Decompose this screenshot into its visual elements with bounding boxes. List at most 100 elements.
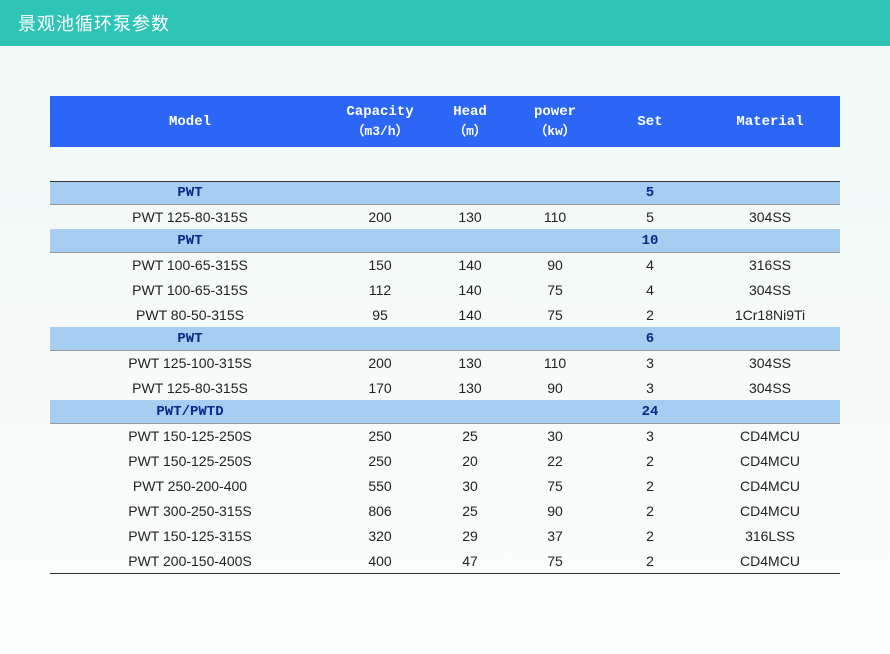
cell-set: 2	[600, 473, 700, 498]
group-name: PWT	[50, 229, 330, 252]
cell-set: 3	[600, 350, 700, 375]
cell-power: 30	[510, 423, 600, 448]
cell-capacity: 150	[330, 252, 430, 277]
cell-set: 4	[600, 277, 700, 302]
cell-model: PWT 150-125-250S	[50, 448, 330, 473]
cell-model: PWT 200-150-400S	[50, 548, 330, 573]
cell-head: 25	[430, 498, 510, 523]
group-set-total: 5	[600, 181, 700, 204]
table-row: PWT 300-250-315S80625902CD4MCU	[50, 498, 840, 523]
group-set-total: 10	[600, 229, 700, 252]
spacer-row	[50, 147, 840, 181]
cell-model: PWT 125-80-315S	[50, 204, 330, 229]
cell-material: 316SS	[700, 252, 840, 277]
cell-model: PWT 100-65-315S	[50, 277, 330, 302]
cell-head: 130	[430, 375, 510, 400]
col-header-capacity-unit: （m3/h）	[334, 120, 426, 139]
cell-power: 110	[510, 350, 600, 375]
cell-material: CD4MCU	[700, 423, 840, 448]
table-container: Model Capacity （m3/h） Head （m） power （kw…	[0, 46, 890, 574]
cell-material: CD4MCU	[700, 498, 840, 523]
table-body: PWT5PWT 125-80-315S2001301105304SSPWT10P…	[50, 147, 840, 573]
table-row: PWT 100-65-315S112140754304SS	[50, 277, 840, 302]
cell-capacity: 95	[330, 302, 430, 327]
col-header-material-label: Material	[736, 114, 803, 130]
table-row: PWT 100-65-315S150140904316SS	[50, 252, 840, 277]
cell-capacity: 250	[330, 448, 430, 473]
cell-set: 2	[600, 448, 700, 473]
cell-set: 2	[600, 548, 700, 573]
cell-capacity: 112	[330, 277, 430, 302]
cell-capacity: 200	[330, 204, 430, 229]
cell-model: PWT 150-125-315S	[50, 523, 330, 548]
cell-model: PWT 80-50-315S	[50, 302, 330, 327]
cell-model: PWT 125-80-315S	[50, 375, 330, 400]
cell-power: 75	[510, 302, 600, 327]
group-set-total: 24	[600, 400, 700, 423]
cell-set: 2	[600, 498, 700, 523]
col-header-capacity: Capacity （m3/h）	[330, 96, 430, 147]
cell-material: CD4MCU	[700, 473, 840, 498]
cell-set: 2	[600, 302, 700, 327]
group-set-total: 6	[600, 327, 700, 350]
cell-material: CD4MCU	[700, 448, 840, 473]
group-header-row: PWT6	[50, 327, 840, 350]
col-header-power-unit: （kw）	[514, 120, 596, 139]
cell-power: 110	[510, 204, 600, 229]
cell-power: 37	[510, 523, 600, 548]
cell-head: 140	[430, 277, 510, 302]
cell-material: 304SS	[700, 204, 840, 229]
cell-power: 90	[510, 375, 600, 400]
group-header-row: PWT 10	[50, 229, 840, 252]
cell-set: 2	[600, 523, 700, 548]
cell-power: 75	[510, 548, 600, 573]
cell-power: 75	[510, 277, 600, 302]
cell-head: 20	[430, 448, 510, 473]
page-title: 景观池循环泵参数	[0, 0, 890, 46]
group-header-row: PWT 5	[50, 181, 840, 204]
cell-model: PWT 250-200-400	[50, 473, 330, 498]
table-row: PWT 150-125-315S32029372316LSS	[50, 523, 840, 548]
cell-capacity: 200	[330, 350, 430, 375]
col-header-power-label: power	[534, 104, 576, 120]
cell-model: PWT 100-65-315S	[50, 252, 330, 277]
cell-material: 316LSS	[700, 523, 840, 548]
cell-head: 140	[430, 252, 510, 277]
cell-head: 47	[430, 548, 510, 573]
col-header-material: Material	[700, 96, 840, 147]
cell-capacity: 250	[330, 423, 430, 448]
cell-set: 3	[600, 423, 700, 448]
col-header-head-unit: （m）	[434, 120, 506, 139]
cell-capacity: 320	[330, 523, 430, 548]
col-header-head-label: Head	[453, 104, 487, 120]
cell-power: 90	[510, 252, 600, 277]
group-header-row: PWT/PWTD 24	[50, 400, 840, 423]
group-name: PWT	[50, 181, 330, 204]
cell-power: 75	[510, 473, 600, 498]
table-row: PWT 125-100-315S2001301103304SS	[50, 350, 840, 375]
pump-parameters-table: Model Capacity （m3/h） Head （m） power （kw…	[50, 96, 840, 574]
cell-set: 4	[600, 252, 700, 277]
col-header-power: power （kw）	[510, 96, 600, 147]
cell-model: PWT 125-100-315S	[50, 350, 330, 375]
cell-model: PWT 150-125-250S	[50, 423, 330, 448]
cell-capacity: 170	[330, 375, 430, 400]
cell-power: 90	[510, 498, 600, 523]
col-header-head: Head （m）	[430, 96, 510, 147]
cell-material: CD4MCU	[700, 548, 840, 573]
cell-material: 304SS	[700, 350, 840, 375]
group-name: PWT/PWTD	[50, 400, 330, 423]
table-row: PWT 150-125-250S25025303CD4MCU	[50, 423, 840, 448]
col-header-set-label: Set	[637, 114, 662, 130]
cell-head: 25	[430, 423, 510, 448]
cell-power: 22	[510, 448, 600, 473]
cell-head: 29	[430, 523, 510, 548]
cell-head: 130	[430, 204, 510, 229]
cell-capacity: 550	[330, 473, 430, 498]
cell-head: 130	[430, 350, 510, 375]
cell-head: 30	[430, 473, 510, 498]
col-header-model: Model	[50, 96, 330, 147]
col-header-capacity-label: Capacity	[346, 104, 413, 120]
table-row: PWT 200-150-400S40047752CD4MCU	[50, 548, 840, 573]
table-row: PWT 125-80-315S2001301105304SS	[50, 204, 840, 229]
